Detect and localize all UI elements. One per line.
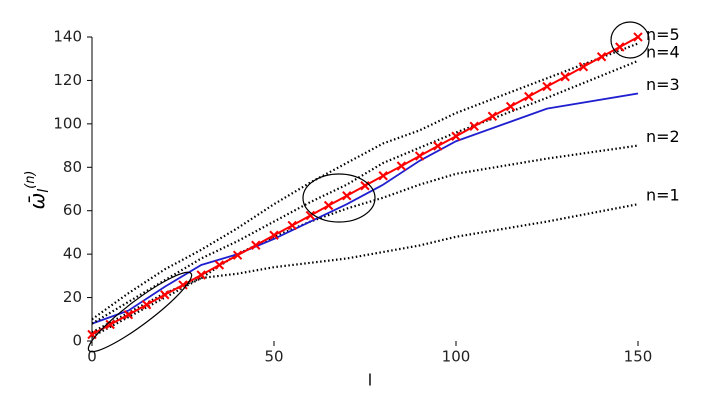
x-axis-label: l <box>368 371 372 390</box>
cross-marker <box>323 200 334 211</box>
series-label: n=5 <box>646 25 680 44</box>
cross-marker <box>524 91 534 102</box>
y-label-symbol: ω̄ <box>25 193 49 210</box>
series-line <box>91 144 639 334</box>
series-label: n=2 <box>646 127 680 146</box>
y-tick-label: 80 <box>63 158 82 176</box>
cross-marker <box>578 62 589 72</box>
cross-marker <box>378 171 388 181</box>
cross-marker <box>214 260 225 270</box>
cross-marker <box>178 280 188 290</box>
x-tick-label: 100 <box>442 348 471 366</box>
series-line <box>91 59 639 325</box>
y-label-sup: (n) <box>23 170 38 188</box>
x-tick-label: 50 <box>264 348 283 366</box>
cross-marker <box>305 210 316 221</box>
cross-marker <box>396 161 407 171</box>
cross-marker <box>232 250 243 260</box>
x-tick-label: 150 <box>624 348 653 366</box>
cross-marker <box>414 151 425 161</box>
series-label: n=4 <box>646 42 680 61</box>
series-label: n=3 <box>646 75 680 94</box>
cross-marker <box>633 32 643 42</box>
cross-marker <box>342 191 352 201</box>
y-axis-label: ω̄l(n) <box>23 170 53 209</box>
cross-marker <box>160 290 170 300</box>
cross-marker <box>560 72 570 82</box>
y-tick-label: 140 <box>53 28 82 46</box>
cross-marker <box>141 300 152 310</box>
series-line <box>91 203 639 338</box>
cross-marker <box>123 310 134 320</box>
cross-marker <box>596 52 607 62</box>
cross-marker <box>542 81 552 92</box>
cross-marker <box>505 101 516 112</box>
series-label: n=1 <box>646 186 680 205</box>
cross-marker <box>615 42 625 52</box>
cross-marker <box>269 230 279 240</box>
y-tick-label: 60 <box>63 201 82 219</box>
cross-marker <box>287 220 297 231</box>
y-tick-label: 120 <box>53 71 82 89</box>
cross-marker <box>469 121 479 131</box>
cross-marker <box>251 240 261 250</box>
cross-marker <box>433 141 443 151</box>
series-line <box>91 92 639 325</box>
cross-marker <box>196 270 206 280</box>
highlight-ellipse <box>302 173 376 223</box>
plot-area: 0 20 40 60 80 100 120 140 0 50 100 150 n=1 n=2 n=3 n=4n… <box>53 25 679 365</box>
x-tick-label: 0 <box>87 348 97 366</box>
y-tick-label: 0 <box>72 332 82 350</box>
y-label-sub: l <box>36 189 52 193</box>
cross-marker <box>451 131 461 141</box>
highlight-ellipse <box>610 21 650 59</box>
cross-marker <box>105 319 115 330</box>
cross-marker <box>487 111 498 121</box>
y-tick-label: 40 <box>63 245 82 263</box>
highlight-ellipse <box>87 271 193 353</box>
series-line <box>91 42 639 321</box>
y-tick-label: 20 <box>63 288 82 306</box>
y-tick-label: 100 <box>53 114 82 132</box>
